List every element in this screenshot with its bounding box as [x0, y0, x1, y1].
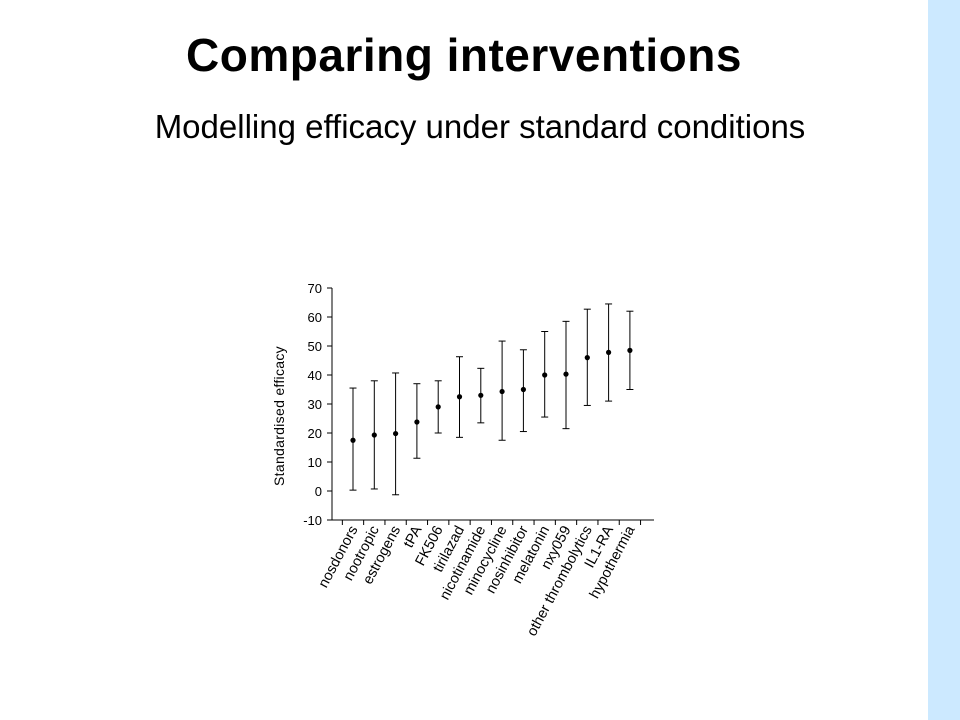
- data-point: [627, 347, 633, 353]
- y-tick-label: 20: [308, 426, 322, 441]
- data-point: [414, 419, 420, 425]
- y-tick-label: 40: [308, 368, 322, 383]
- data-points: [350, 347, 633, 443]
- y-tick-label: 0: [315, 484, 322, 499]
- data-point: [520, 386, 527, 393]
- y-tick-label: 10: [308, 455, 322, 470]
- y-tick-label: 70: [308, 281, 322, 296]
- side-accent-band: [928, 0, 960, 720]
- y-tick-label: 30: [308, 397, 322, 412]
- data-point: [371, 432, 377, 438]
- data-point: [350, 437, 356, 443]
- slide-subtitle: Modelling efficacy under standard condit…: [154, 108, 806, 145]
- data-point: [456, 394, 463, 400]
- y-tick-labels: -10 0 10 20 30 40 50 60 70: [303, 281, 322, 528]
- data-point: [478, 392, 484, 398]
- slide-title: Comparing interventions: [186, 29, 742, 81]
- data-point: [499, 388, 505, 395]
- y-tick-label: 60: [308, 310, 322, 325]
- y-tick-label: 50: [308, 339, 322, 354]
- data-point: [584, 355, 590, 361]
- data-point: [435, 404, 441, 410]
- y-axis-title: Standardised efficacy: [271, 346, 287, 486]
- data-point: [563, 371, 569, 377]
- data-point: [606, 349, 612, 355]
- chart-axes: [327, 287, 654, 525]
- category-labels: nosdonorsnootropicestrogenstPAFK506tiril…: [316, 523, 639, 639]
- data-point: [542, 372, 548, 378]
- error-bars: [349, 303, 634, 496]
- y-tick-label: -10: [303, 513, 322, 528]
- data-point: [393, 430, 399, 437]
